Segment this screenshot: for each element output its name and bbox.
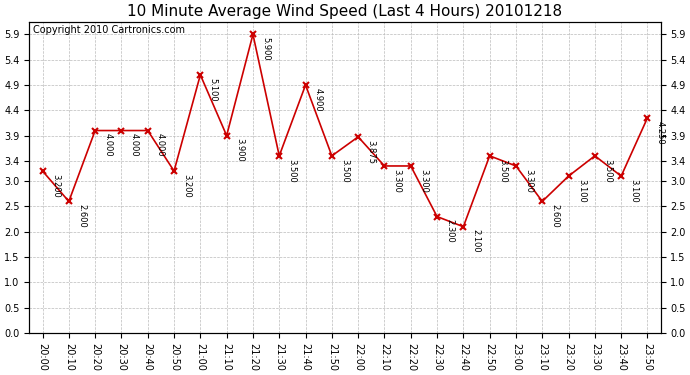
- Text: 3.300: 3.300: [419, 169, 428, 193]
- Text: 5.100: 5.100: [208, 78, 217, 101]
- Text: 3.500: 3.500: [340, 159, 349, 182]
- Text: 3.500: 3.500: [498, 159, 507, 182]
- Text: 4.000: 4.000: [104, 134, 112, 157]
- Text: 2.300: 2.300: [445, 219, 455, 243]
- Text: 3.300: 3.300: [524, 169, 533, 193]
- Text: 3.500: 3.500: [288, 159, 297, 182]
- Text: 3.300: 3.300: [393, 169, 402, 193]
- Text: 2.600: 2.600: [77, 204, 86, 228]
- Text: 4.000: 4.000: [130, 134, 139, 157]
- Text: 4.250: 4.250: [656, 121, 664, 144]
- Text: 5.900: 5.900: [262, 37, 270, 61]
- Text: 2.600: 2.600: [551, 204, 560, 228]
- Text: 3.200: 3.200: [182, 174, 191, 198]
- Text: 3.875: 3.875: [366, 140, 375, 164]
- Text: 4.000: 4.000: [156, 134, 165, 157]
- Text: Copyright 2010 Cartronics.com: Copyright 2010 Cartronics.com: [32, 25, 184, 35]
- Text: 3.200: 3.200: [51, 174, 60, 198]
- Text: 3.100: 3.100: [629, 179, 638, 203]
- Text: 3.900: 3.900: [235, 138, 244, 162]
- Text: 3.100: 3.100: [577, 179, 586, 203]
- Title: 10 Minute Average Wind Speed (Last 4 Hours) 20101218: 10 Minute Average Wind Speed (Last 4 Hou…: [128, 4, 562, 19]
- Text: 2.100: 2.100: [472, 230, 481, 253]
- Text: 4.900: 4.900: [314, 88, 323, 111]
- Text: 3.500: 3.500: [603, 159, 612, 182]
